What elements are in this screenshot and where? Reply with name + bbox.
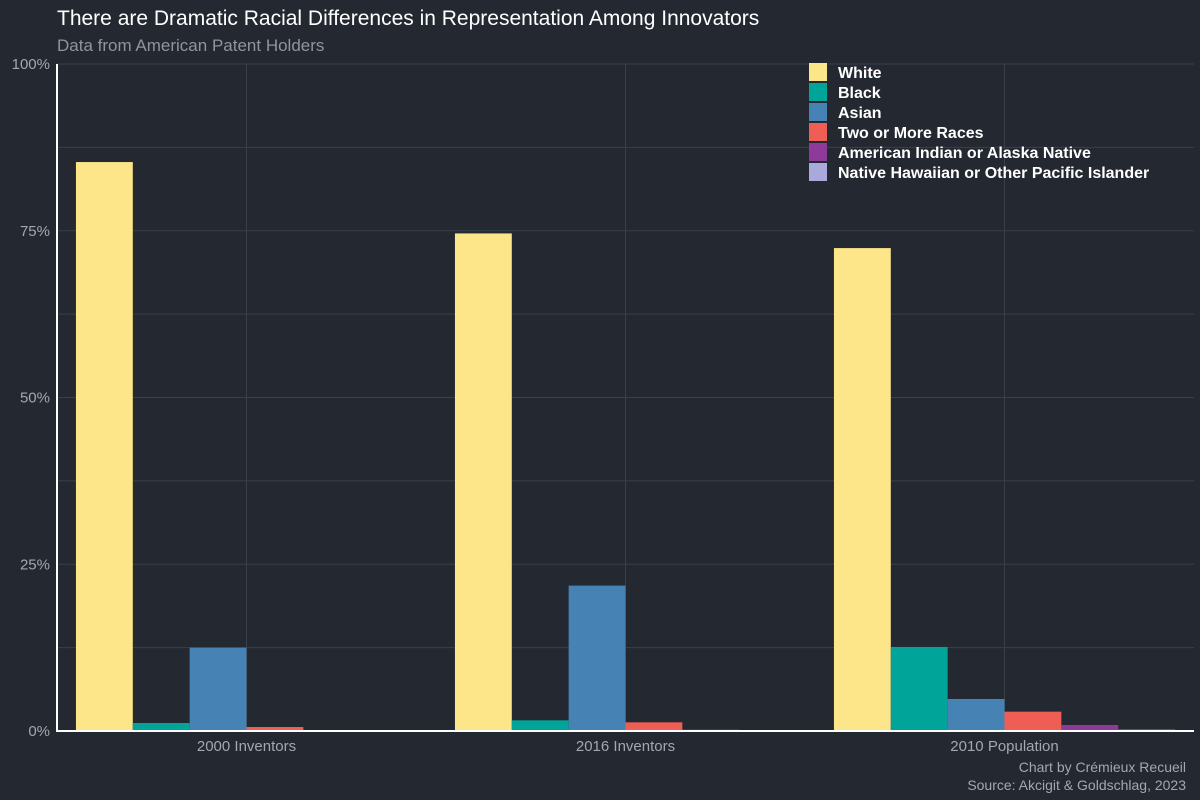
legend-label: Asian: [838, 105, 882, 122]
bar-white-3: [833, 248, 891, 732]
y-tick-label: 75%: [20, 223, 50, 240]
legend-label: White: [838, 65, 882, 82]
x-tick-label: 2000 Inventors: [197, 738, 296, 755]
chart-subtitle: Data from American Patent Holders: [57, 36, 324, 55]
caption-source: Source: Akcigit & Goldschlag, 2023: [967, 777, 1186, 793]
bar-two-or-more-races-3: [1004, 711, 1062, 731]
chart-title: There are Dramatic Racial Differences in…: [57, 7, 759, 30]
legend-label: American Indian or Alaska Native: [838, 145, 1091, 162]
bar-asian-1: [189, 647, 247, 731]
legend-swatch: [809, 103, 827, 121]
bar-white-2: [454, 233, 512, 731]
legend-swatch: [809, 163, 827, 181]
bar-american-indian-or-alaska-native-3: [1061, 724, 1119, 731]
bars: [75, 162, 1176, 732]
y-tick-label: 0%: [28, 723, 50, 740]
x-tick-label: 2016 Inventors: [576, 738, 675, 755]
y-tick-label: 25%: [20, 556, 50, 573]
x-tick-label: 2010 Population: [950, 738, 1058, 755]
legend: White Black Asian Two or More Races American…: [809, 63, 1149, 182]
bar-asian-2: [568, 585, 626, 731]
bar-black-3: [890, 646, 948, 731]
legend-swatch: [809, 123, 827, 141]
legend-swatch: [809, 63, 827, 81]
bar-black-2: [511, 720, 569, 731]
bar-black-1: [132, 722, 190, 731]
caption-credit: Chart by Crémieux Recueil: [1019, 759, 1186, 775]
y-tick-label: 100%: [12, 56, 50, 73]
legend-label: Two or More Races: [838, 125, 984, 142]
bar-two-or-more-races-1: [246, 726, 304, 731]
legend-swatch: [809, 143, 827, 161]
legend-label: Native Hawaiian or Other Pacific Islande…: [838, 165, 1149, 182]
axes: 0% 25% 50% 75% 100% 2000 Inventors 2016 Invent…: [12, 56, 1194, 755]
bar-white-1: [75, 162, 133, 731]
bar-two-or-more-races-2: [625, 722, 683, 731]
legend-swatch: [809, 83, 827, 101]
legend-label: Black: [838, 85, 881, 102]
y-tick-label: 50%: [20, 390, 50, 407]
bar-asian-3: [947, 698, 1005, 731]
